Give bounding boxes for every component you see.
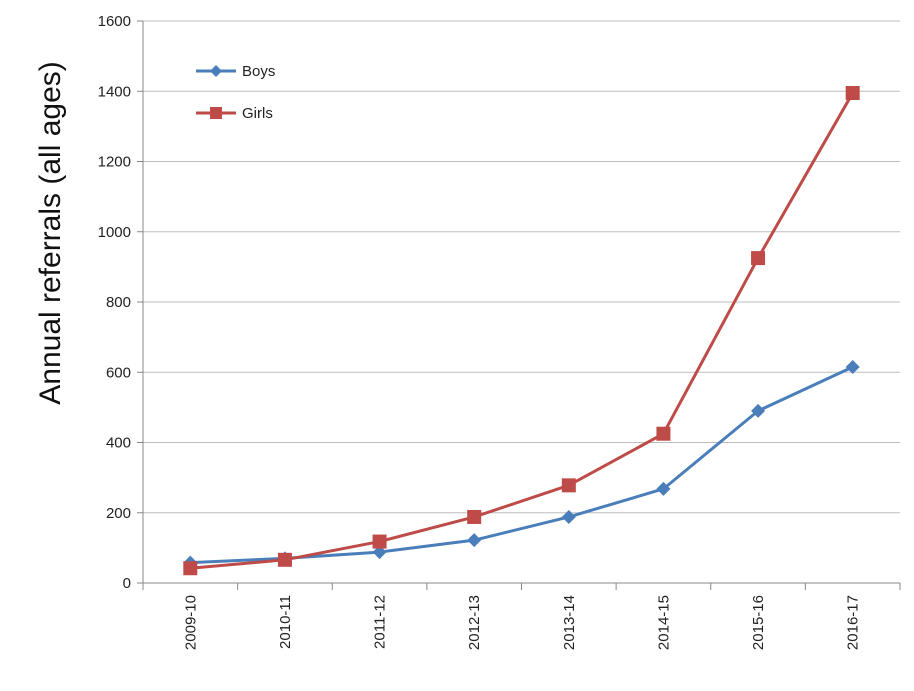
series-line bbox=[190, 92, 854, 570]
y-tick-label: 600 bbox=[106, 364, 131, 381]
data-point bbox=[656, 426, 671, 441]
series-girls bbox=[183, 86, 860, 576]
data-point bbox=[656, 481, 671, 496]
data-point bbox=[751, 251, 766, 266]
legend-item-girls: Girls bbox=[196, 105, 273, 122]
x-tick-label: 2012-13 bbox=[466, 595, 483, 650]
y-tick-label: 1400 bbox=[98, 83, 131, 100]
x-tick-labels: 2009-10 2010-11 2011-12 2012-13 2013-14 2014-… bbox=[182, 595, 861, 650]
y-axis-label: Annual referrals (all ages) bbox=[34, 61, 67, 405]
data-point bbox=[561, 478, 576, 493]
y-tick-label: 200 bbox=[106, 505, 131, 522]
data-point bbox=[467, 509, 482, 524]
series-boys bbox=[183, 359, 860, 570]
legend-label: Boys bbox=[242, 63, 275, 80]
axes bbox=[137, 20, 901, 590]
y-tick-labels: 0 200 400 600 800 1000 1200 1400 1600 bbox=[98, 13, 131, 592]
data-point bbox=[183, 561, 198, 576]
x-tick-label: 2009-10 bbox=[182, 595, 199, 650]
data-point bbox=[372, 534, 387, 549]
legend: Boys Girls bbox=[196, 63, 275, 122]
data-point bbox=[372, 545, 387, 560]
data-point bbox=[751, 403, 766, 418]
y-tick-label: 400 bbox=[106, 435, 131, 452]
x-tick-label: 2011-12 bbox=[372, 595, 389, 649]
data-point bbox=[845, 359, 860, 374]
y-tick-label: 1000 bbox=[98, 224, 131, 241]
data-point bbox=[845, 86, 860, 101]
y-tick-label: 1600 bbox=[98, 13, 131, 30]
x-tick-label: 2014-15 bbox=[655, 595, 672, 650]
y-tick-label: 800 bbox=[106, 294, 131, 311]
series bbox=[183, 86, 860, 576]
x-tick-label: 2010-11 bbox=[277, 595, 294, 649]
y-tick-label: 1200 bbox=[98, 154, 131, 171]
legend-label: Girls bbox=[242, 105, 273, 122]
legend-marker bbox=[210, 107, 222, 119]
x-tick-label: 2013-14 bbox=[561, 595, 578, 650]
series-line bbox=[190, 365, 854, 565]
legend-item-boys: Boys bbox=[196, 63, 275, 80]
data-point bbox=[561, 509, 576, 524]
data-point bbox=[467, 533, 482, 548]
x-tick-label: 2015-16 bbox=[750, 595, 767, 650]
data-point bbox=[277, 552, 292, 567]
legend-marker bbox=[210, 65, 222, 77]
x-tick-label: 2016-17 bbox=[845, 595, 862, 650]
gridlines bbox=[143, 20, 900, 514]
y-tick-label: 0 bbox=[123, 575, 131, 592]
